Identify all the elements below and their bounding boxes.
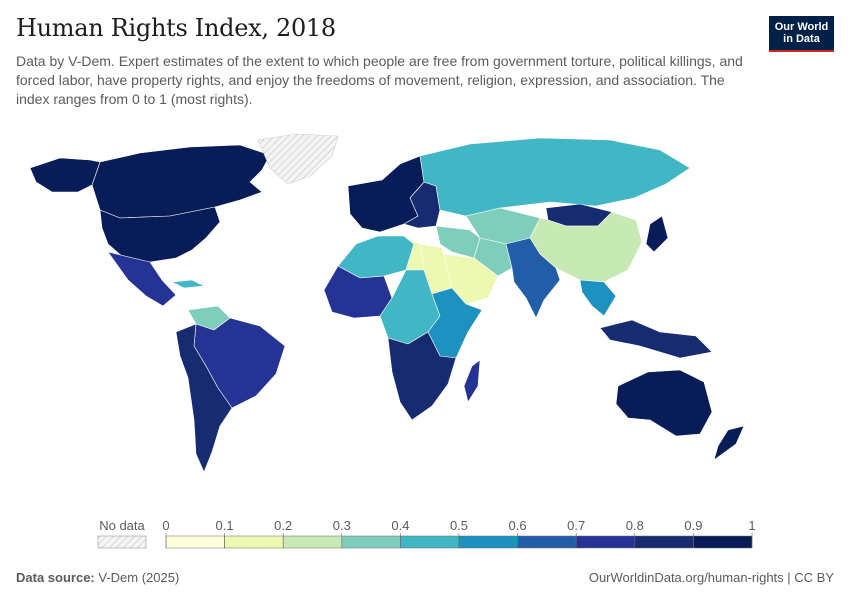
region-southeast-asia[interactable] [579, 279, 617, 317]
chart-title: Human Rights Index, 2018 [16, 14, 336, 42]
region-greenland[interactable] [257, 133, 339, 185]
legend-tick-label: 0.6 [509, 518, 527, 533]
legend-tick-label: 0 [162, 518, 169, 533]
region-madagascar[interactable] [463, 359, 481, 403]
legend-bin[interactable] [693, 535, 753, 549]
region-mexico[interactable] [107, 251, 177, 307]
region-canada[interactable] [91, 144, 271, 219]
legend-bin[interactable] [224, 535, 284, 549]
source-value[interactable]: V-Dem (2025) [98, 570, 180, 585]
legend-bin[interactable] [282, 535, 343, 549]
region-russia[interactable] [419, 137, 691, 217]
region-north-africa[interactable] [337, 235, 415, 279]
legend-tick-label: 0.8 [626, 518, 644, 533]
region-southern-cone[interactable] [175, 323, 233, 473]
legend-tick-label: 0.3 [333, 518, 351, 533]
legend-tick-label: 0.5 [450, 518, 468, 533]
legend-tick-label: 0.1 [216, 518, 234, 533]
legend-bin[interactable] [517, 535, 577, 549]
region-east-africa[interactable] [427, 287, 483, 359]
footer-source: Data source: V-Dem (2025) [16, 570, 179, 585]
region-united-states[interactable] [99, 206, 221, 263]
legend-bin[interactable] [575, 535, 636, 549]
owid-logo[interactable]: Our World in Data [769, 16, 834, 52]
legend-bin[interactable] [341, 535, 401, 549]
legend-tick-label: 1 [748, 518, 755, 533]
chart-subtitle: Data by V-Dem. Expert estimates of the e… [16, 53, 743, 107]
legend-no-data-label: No data [99, 518, 145, 533]
legend-tick-label: 0.2 [274, 518, 292, 533]
legend-no-data-swatch [97, 535, 147, 549]
legend-tick-label: 0.9 [684, 518, 702, 533]
region-japan[interactable] [645, 215, 669, 253]
logo-line-1: Our World [774, 21, 829, 33]
world-map [29, 133, 745, 473]
region-australia[interactable] [615, 369, 713, 437]
legend-tick-label: 0.4 [391, 518, 409, 533]
footer-link[interactable]: OurWorldinData.org/human-rights | CC BY [588, 570, 834, 585]
region-india[interactable] [505, 237, 561, 319]
region-new-zealand[interactable] [713, 425, 745, 461]
source-label: Data source: [16, 570, 95, 585]
logo-line-2: in Data [783, 33, 820, 45]
legend-bin[interactable] [400, 535, 460, 549]
region-southern-africa[interactable] [387, 331, 457, 421]
legend-bin[interactable] [458, 535, 518, 549]
region-cuba[interactable] [171, 279, 205, 289]
color-legend: No data 0 0.1 0.2 0.3 0.4 0.5 0.6 0.7 0.8 0.9 1 [97, 518, 756, 549]
legend-bin[interactable] [165, 535, 225, 549]
legend-tick-label: 0.7 [567, 518, 585, 533]
region-indonesia[interactable] [599, 319, 713, 359]
legend-bin[interactable] [634, 535, 694, 549]
region-china[interactable] [529, 211, 643, 283]
region-alaska[interactable] [29, 157, 101, 193]
